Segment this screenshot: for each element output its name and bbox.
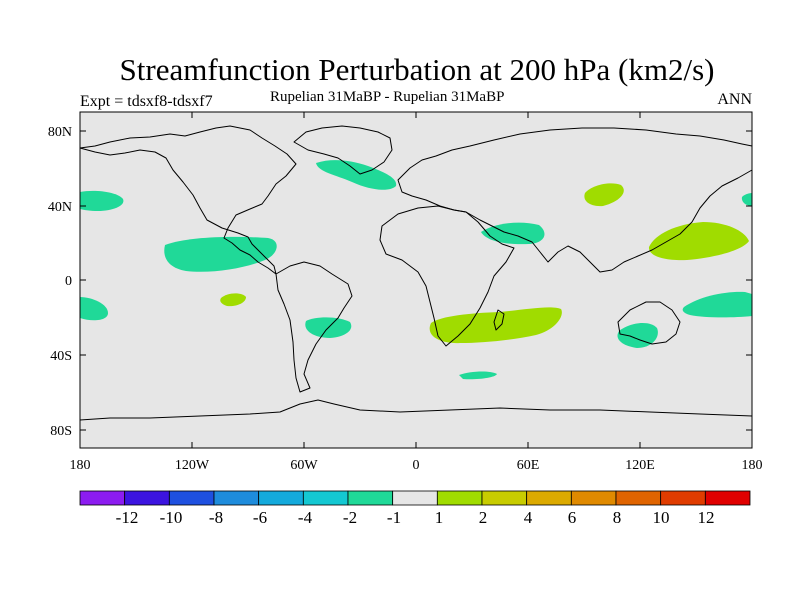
pos-region-north-pacific-west bbox=[584, 183, 624, 207]
colorbar-swatch bbox=[302, 490, 349, 506]
period-subtitle: Rupelian 31MaBP - Rupelian 31MaBP bbox=[270, 89, 505, 105]
cb-label-12: 12 bbox=[698, 508, 715, 527]
cb-label-neg2: -2 bbox=[343, 508, 357, 527]
cb-label-neg12: -12 bbox=[116, 508, 139, 527]
lon-label-60e: 60E bbox=[517, 458, 540, 473]
season-label: ANN bbox=[717, 91, 752, 108]
neg-region-north-atlantic bbox=[80, 190, 124, 211]
colorbar-swatch bbox=[570, 490, 617, 506]
colorbar-swatches bbox=[79, 490, 751, 506]
neg-region-subtropical-east-pacific bbox=[164, 236, 277, 272]
colorbar-swatch bbox=[258, 490, 304, 506]
colorbar-swatch bbox=[392, 490, 438, 506]
map-panel bbox=[79, 112, 753, 448]
lon-label-180e: 180 bbox=[742, 458, 763, 473]
map-background bbox=[80, 112, 752, 448]
neg-region-southern-australia bbox=[617, 322, 658, 348]
coastline-australia bbox=[617, 301, 681, 345]
lon-label-60w: 60W bbox=[290, 458, 318, 473]
cb-label-1: 1 bbox=[435, 508, 444, 527]
cb-label-8: 8 bbox=[613, 508, 622, 527]
lon-label-180w: 180 bbox=[70, 458, 91, 473]
colorbar-swatch bbox=[660, 490, 706, 506]
colorbar-swatch bbox=[615, 490, 662, 506]
cb-label-2: 2 bbox=[479, 508, 488, 527]
lat-label-80s: 80S bbox=[50, 424, 72, 439]
cb-label-4: 4 bbox=[524, 508, 533, 527]
colorbar-swatch bbox=[79, 490, 126, 506]
cb-label-neg10: -10 bbox=[160, 508, 183, 527]
coastline-antarctica bbox=[79, 399, 753, 421]
coastline-greenland bbox=[293, 125, 393, 175]
neg-region-southern-ocean bbox=[459, 371, 497, 380]
colorbar-swatch bbox=[436, 490, 483, 506]
lat-label-0: 0 bbox=[65, 274, 72, 289]
colorbar-labels: -12 -10 -8 -6 -4 -2 -1 1 2 4 6 8 10 12 bbox=[116, 508, 715, 527]
longitude-labels: 180 120W 60W 0 60E 120E 180 bbox=[70, 458, 763, 473]
cb-label-neg1: -1 bbox=[387, 508, 401, 527]
colorbar: -12 -10 -8 -6 -4 -2 -1 1 2 4 6 8 10 12 bbox=[79, 490, 751, 527]
colorbar-swatch bbox=[526, 490, 572, 506]
lon-label-0: 0 bbox=[413, 458, 420, 473]
coastline-south-america bbox=[275, 261, 353, 393]
coastline-madagascar bbox=[493, 309, 505, 331]
lat-label-80n: 80N bbox=[48, 125, 72, 140]
positive-anomaly-regions bbox=[220, 183, 749, 344]
neg-region-southwest-pacific bbox=[682, 291, 752, 318]
pos-region-east-pacific-small bbox=[220, 293, 246, 307]
neg-region-north-pacific-east bbox=[741, 193, 752, 206]
map-axes: 80N 40N 0 40S 80S 180 120W 60W 0 60E 120… bbox=[48, 111, 763, 473]
coastlines bbox=[79, 125, 753, 421]
coastline-eurasia bbox=[397, 127, 753, 273]
cb-label-neg4: -4 bbox=[298, 508, 313, 527]
experiment-label: Expt = tdsxf8-tdsxf7 bbox=[80, 93, 213, 110]
lon-label-120w: 120W bbox=[175, 458, 210, 473]
cb-label-neg8: -8 bbox=[209, 508, 223, 527]
colorbar-swatch bbox=[124, 490, 170, 506]
coastline-north-america bbox=[79, 125, 297, 275]
colorbar-swatch bbox=[347, 490, 394, 506]
map-title: Streamfunction Perturbation at 200 hPa (… bbox=[119, 52, 715, 87]
cb-label-10: 10 bbox=[653, 508, 670, 527]
cb-label-neg6: -6 bbox=[253, 508, 267, 527]
lat-label-40s: 40S bbox=[50, 349, 72, 364]
lon-label-120e: 120E bbox=[625, 458, 655, 473]
neg-region-scandinavia bbox=[316, 160, 397, 190]
pos-region-south-africa-indian-ocean bbox=[429, 307, 562, 344]
neg-region-south-pacific-west bbox=[80, 297, 108, 321]
tick-marks bbox=[79, 112, 753, 448]
pos-region-western-pacific bbox=[648, 222, 749, 261]
colorbar-swatch bbox=[213, 490, 260, 506]
lat-label-40n: 40N bbox=[48, 200, 72, 215]
latitude-labels: 80N 40N 0 40S 80S bbox=[48, 125, 72, 439]
cb-label-6: 6 bbox=[568, 508, 577, 527]
colorbar-swatch bbox=[704, 490, 751, 506]
colorbar-swatch bbox=[481, 490, 528, 506]
colorbar-swatch bbox=[168, 490, 215, 506]
